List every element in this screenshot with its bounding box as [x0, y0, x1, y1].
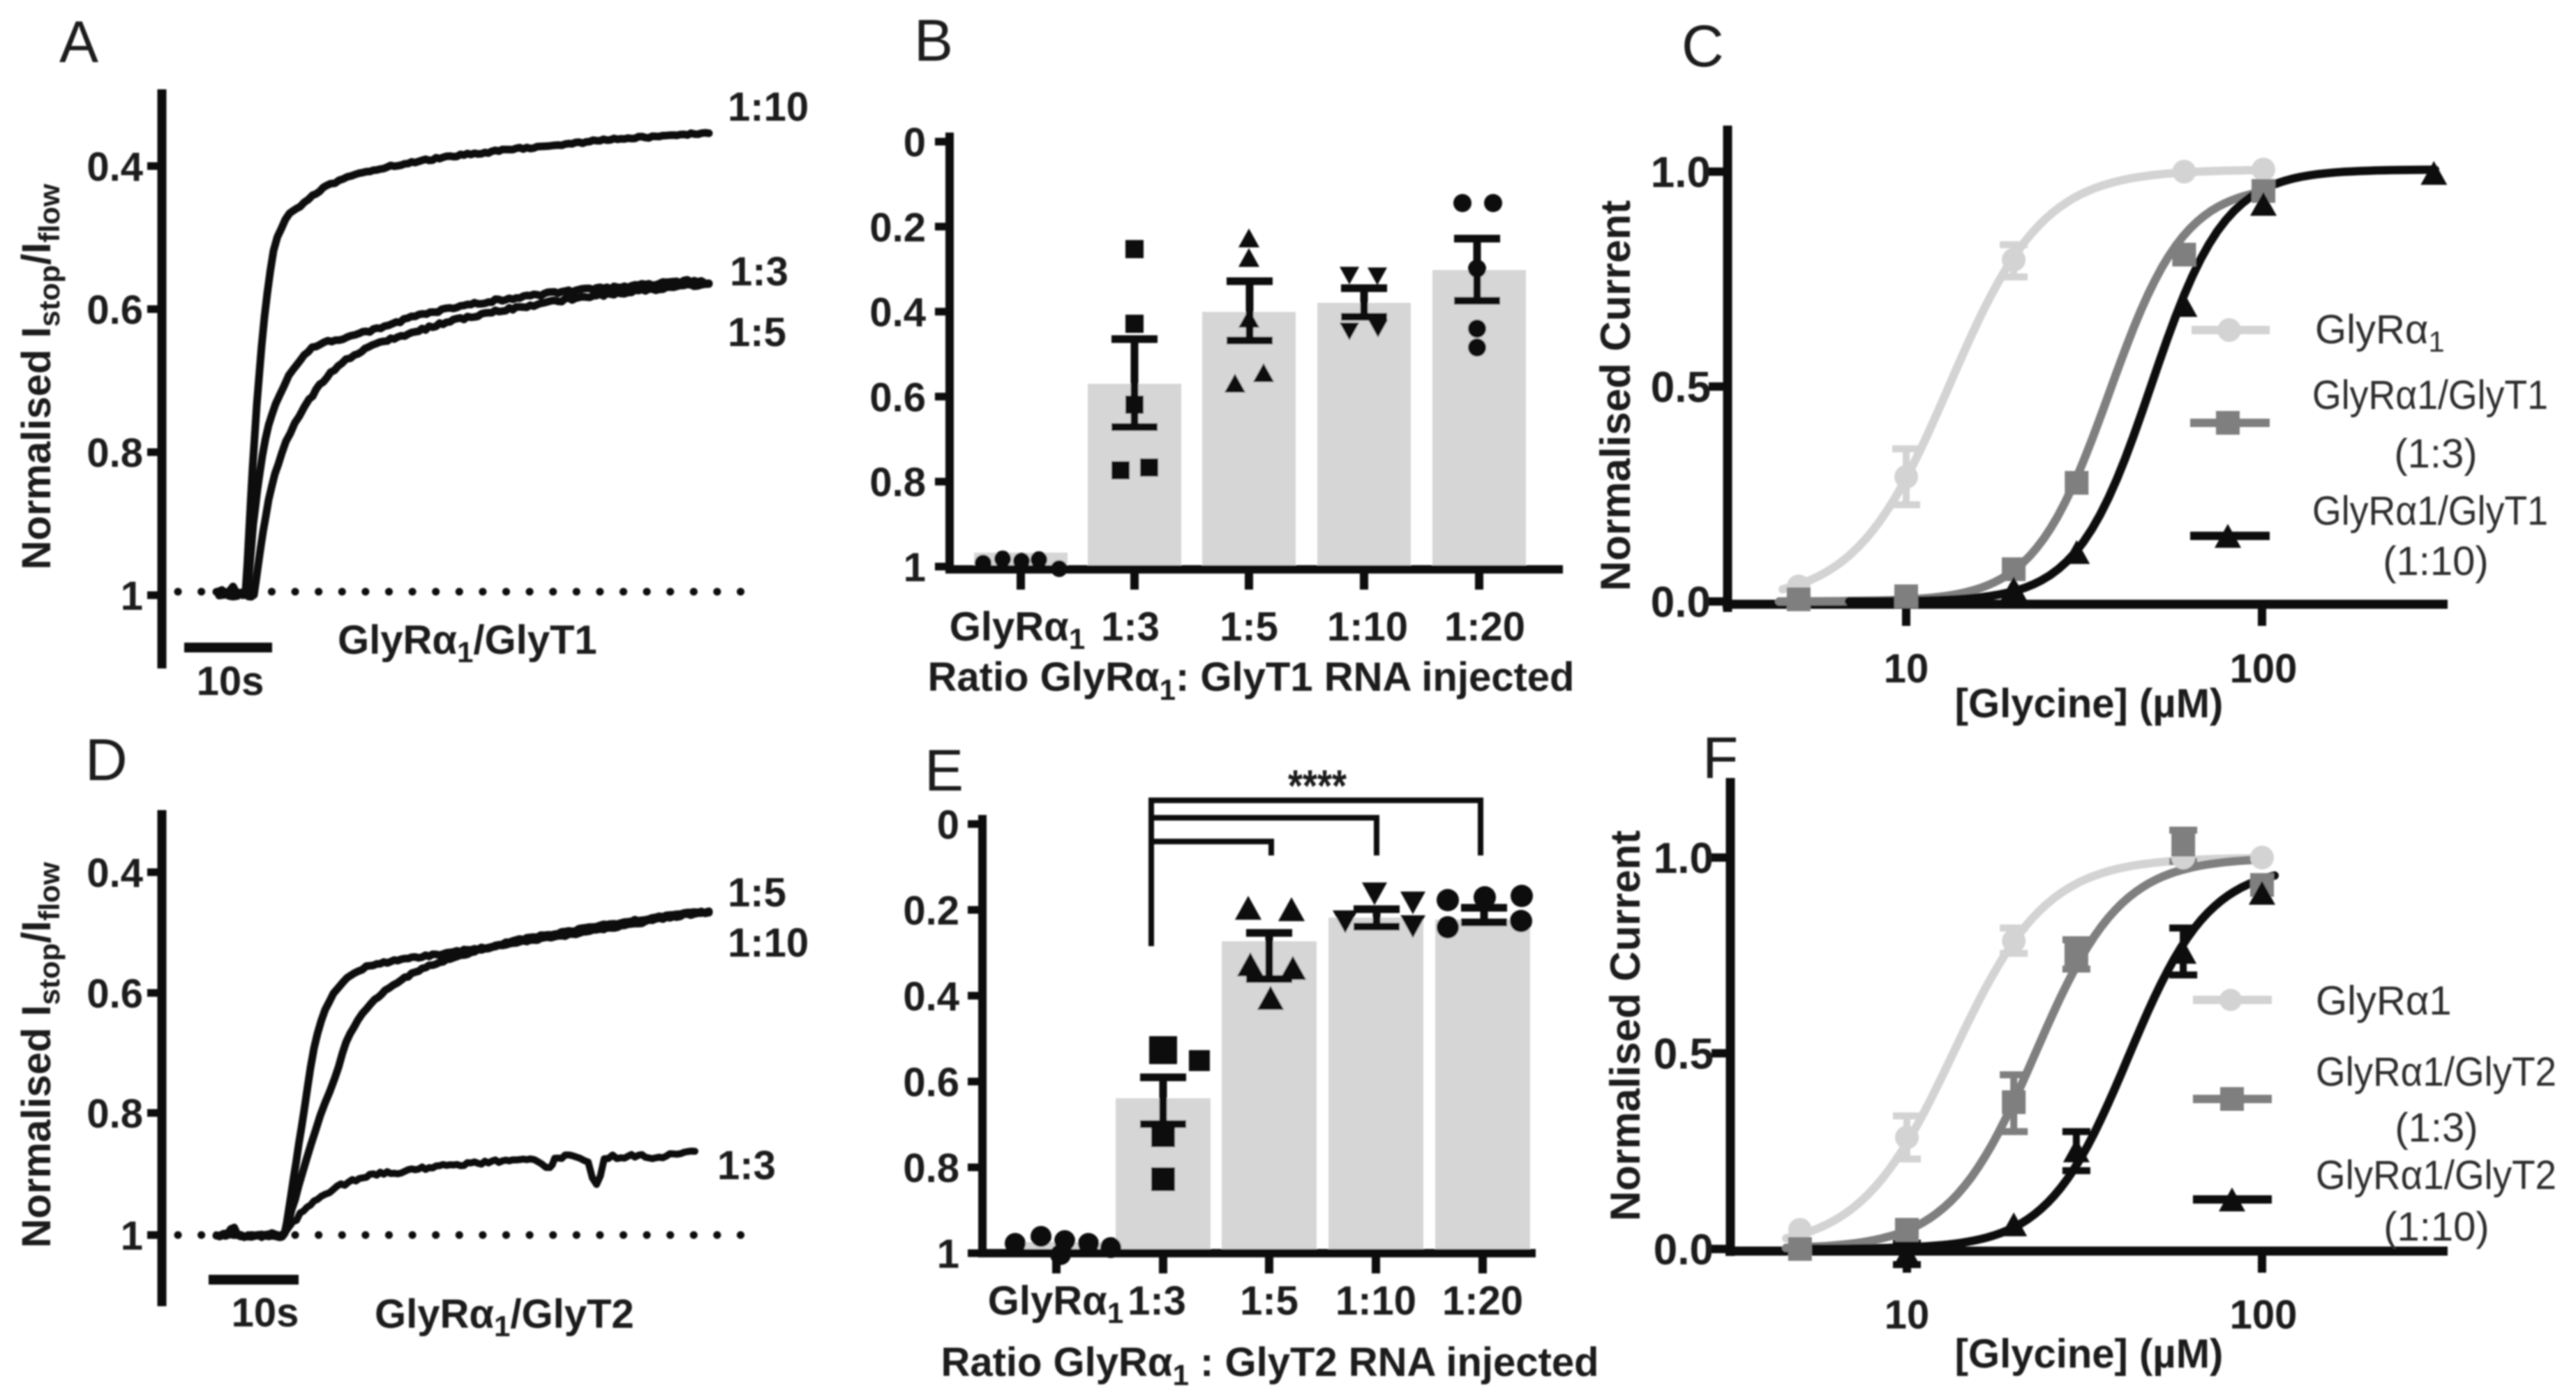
- svg-text:GlyRα1/GlyT2: GlyRα1/GlyT2: [2316, 1049, 2556, 1095]
- svg-text:0.5: 0.5: [1651, 364, 1711, 412]
- svg-text:0.4: 0.4: [869, 290, 926, 336]
- svg-text:[Glycine] (µM): [Glycine] (µM): [1955, 681, 2224, 726]
- svg-text:1:5: 1:5: [728, 310, 786, 355]
- svg-text:[Glycine] (µM): [Glycine] (µM): [1955, 1331, 2224, 1377]
- svg-text:0.0: 0.0: [1651, 578, 1711, 627]
- svg-text:100: 100: [2230, 646, 2298, 691]
- svg-text:GlyRα1/GlyT1: GlyRα1/GlyT1: [338, 618, 597, 668]
- svg-text:GlyRα1: GlyRα1: [988, 1278, 1123, 1329]
- svg-text:Normalised Istop/Iflow: Normalised Istop/Iflow: [14, 862, 66, 1248]
- svg-text:D: D: [85, 727, 128, 793]
- svg-text:1:3: 1:3: [717, 1143, 776, 1188]
- svg-text:10s: 10s: [197, 659, 264, 704]
- svg-text:B: B: [914, 8, 953, 73]
- svg-text:(1:10): (1:10): [2383, 539, 2489, 584]
- svg-text:1: 1: [121, 574, 143, 619]
- svg-text:0.6: 0.6: [87, 287, 143, 333]
- svg-text:0.6: 0.6: [903, 1060, 959, 1105]
- svg-text:GlyRα1: GlyRα1: [2315, 307, 2445, 358]
- svg-text:GlyRα1/GlyT2: GlyRα1/GlyT2: [2316, 1153, 2556, 1198]
- svg-text:GlyRα1/GlyT1: GlyRα1/GlyT1: [2312, 488, 2548, 534]
- svg-text:Ratio GlyRα1 : GlyT2 RNA injec: Ratio GlyRα1 : GlyT2 RNA injected: [941, 1340, 1598, 1391]
- svg-text:(1:3): (1:3): [2394, 431, 2477, 477]
- svg-text:1:20: 1:20: [1444, 604, 1525, 650]
- svg-text:0.4: 0.4: [87, 851, 143, 896]
- svg-text:0.8: 0.8: [869, 460, 926, 505]
- svg-text:A: A: [59, 9, 98, 75]
- svg-text:0.4: 0.4: [903, 974, 959, 1019]
- svg-text:1: 1: [904, 545, 926, 590]
- svg-text:0.6: 0.6: [87, 971, 143, 1017]
- svg-text:0.5: 0.5: [1654, 1031, 1714, 1079]
- svg-text:0.8: 0.8: [903, 1146, 959, 1191]
- svg-text:1.0: 1.0: [1654, 835, 1714, 883]
- svg-text:0: 0: [904, 120, 926, 165]
- svg-text:1:5: 1:5: [1240, 1278, 1298, 1324]
- svg-text:1:20: 1:20: [1442, 1278, 1523, 1324]
- svg-text:0.8: 0.8: [87, 1091, 143, 1137]
- svg-text:0.0: 0.0: [1654, 1226, 1714, 1274]
- svg-text:1:10: 1:10: [1327, 604, 1408, 650]
- svg-text:1:10: 1:10: [728, 920, 809, 966]
- svg-text:****: ****: [1288, 761, 1347, 811]
- svg-text:0.8: 0.8: [87, 431, 143, 476]
- svg-text:0.2: 0.2: [869, 205, 926, 250]
- svg-text:Normalised Current: Normalised Current: [1602, 830, 1649, 1221]
- svg-text:0.6: 0.6: [869, 375, 926, 420]
- svg-text:Normalised Current: Normalised Current: [1592, 200, 1639, 591]
- svg-text:1:10: 1:10: [1335, 1278, 1416, 1324]
- svg-text:E: E: [924, 738, 964, 803]
- svg-text:GlyRα1: GlyRα1: [2316, 978, 2452, 1024]
- svg-text:Ratio GlyRα1: GlyT1 RNA inject: Ratio GlyRα1: GlyT1 RNA injected: [927, 654, 1574, 706]
- svg-text:(1:10): (1:10): [2383, 1204, 2489, 1250]
- svg-text:1:5: 1:5: [1220, 604, 1278, 650]
- svg-text:0.4: 0.4: [87, 144, 143, 190]
- svg-text:C: C: [1682, 13, 1724, 79]
- svg-text:1: 1: [121, 1213, 143, 1259]
- svg-text:GlyRα1: GlyRα1: [950, 604, 1085, 655]
- svg-text:100: 100: [2230, 1292, 2298, 1338]
- svg-text:1:10: 1:10: [728, 84, 809, 130]
- svg-text:10s: 10s: [232, 1290, 299, 1336]
- svg-text:1:3: 1:3: [730, 249, 788, 294]
- svg-text:1:3: 1:3: [1101, 604, 1160, 650]
- svg-text:1:5: 1:5: [728, 870, 786, 915]
- svg-text:1.0: 1.0: [1651, 149, 1711, 197]
- svg-text:1: 1: [937, 1232, 959, 1277]
- svg-text:10: 10: [1884, 646, 1929, 691]
- svg-text:(1:3): (1:3): [2395, 1105, 2478, 1151]
- svg-text:0: 0: [937, 802, 959, 848]
- svg-text:Normalised Istop/Iflow: Normalised Istop/Iflow: [14, 184, 66, 569]
- svg-text:GlyRα1/GlyT1: GlyRα1/GlyT1: [2312, 373, 2548, 418]
- svg-text:GlyRα1/GlyT2: GlyRα1/GlyT2: [375, 1292, 634, 1342]
- svg-text:0.2: 0.2: [903, 888, 959, 934]
- svg-text:1:3: 1:3: [1128, 1278, 1186, 1324]
- svg-text:10: 10: [1885, 1292, 1930, 1338]
